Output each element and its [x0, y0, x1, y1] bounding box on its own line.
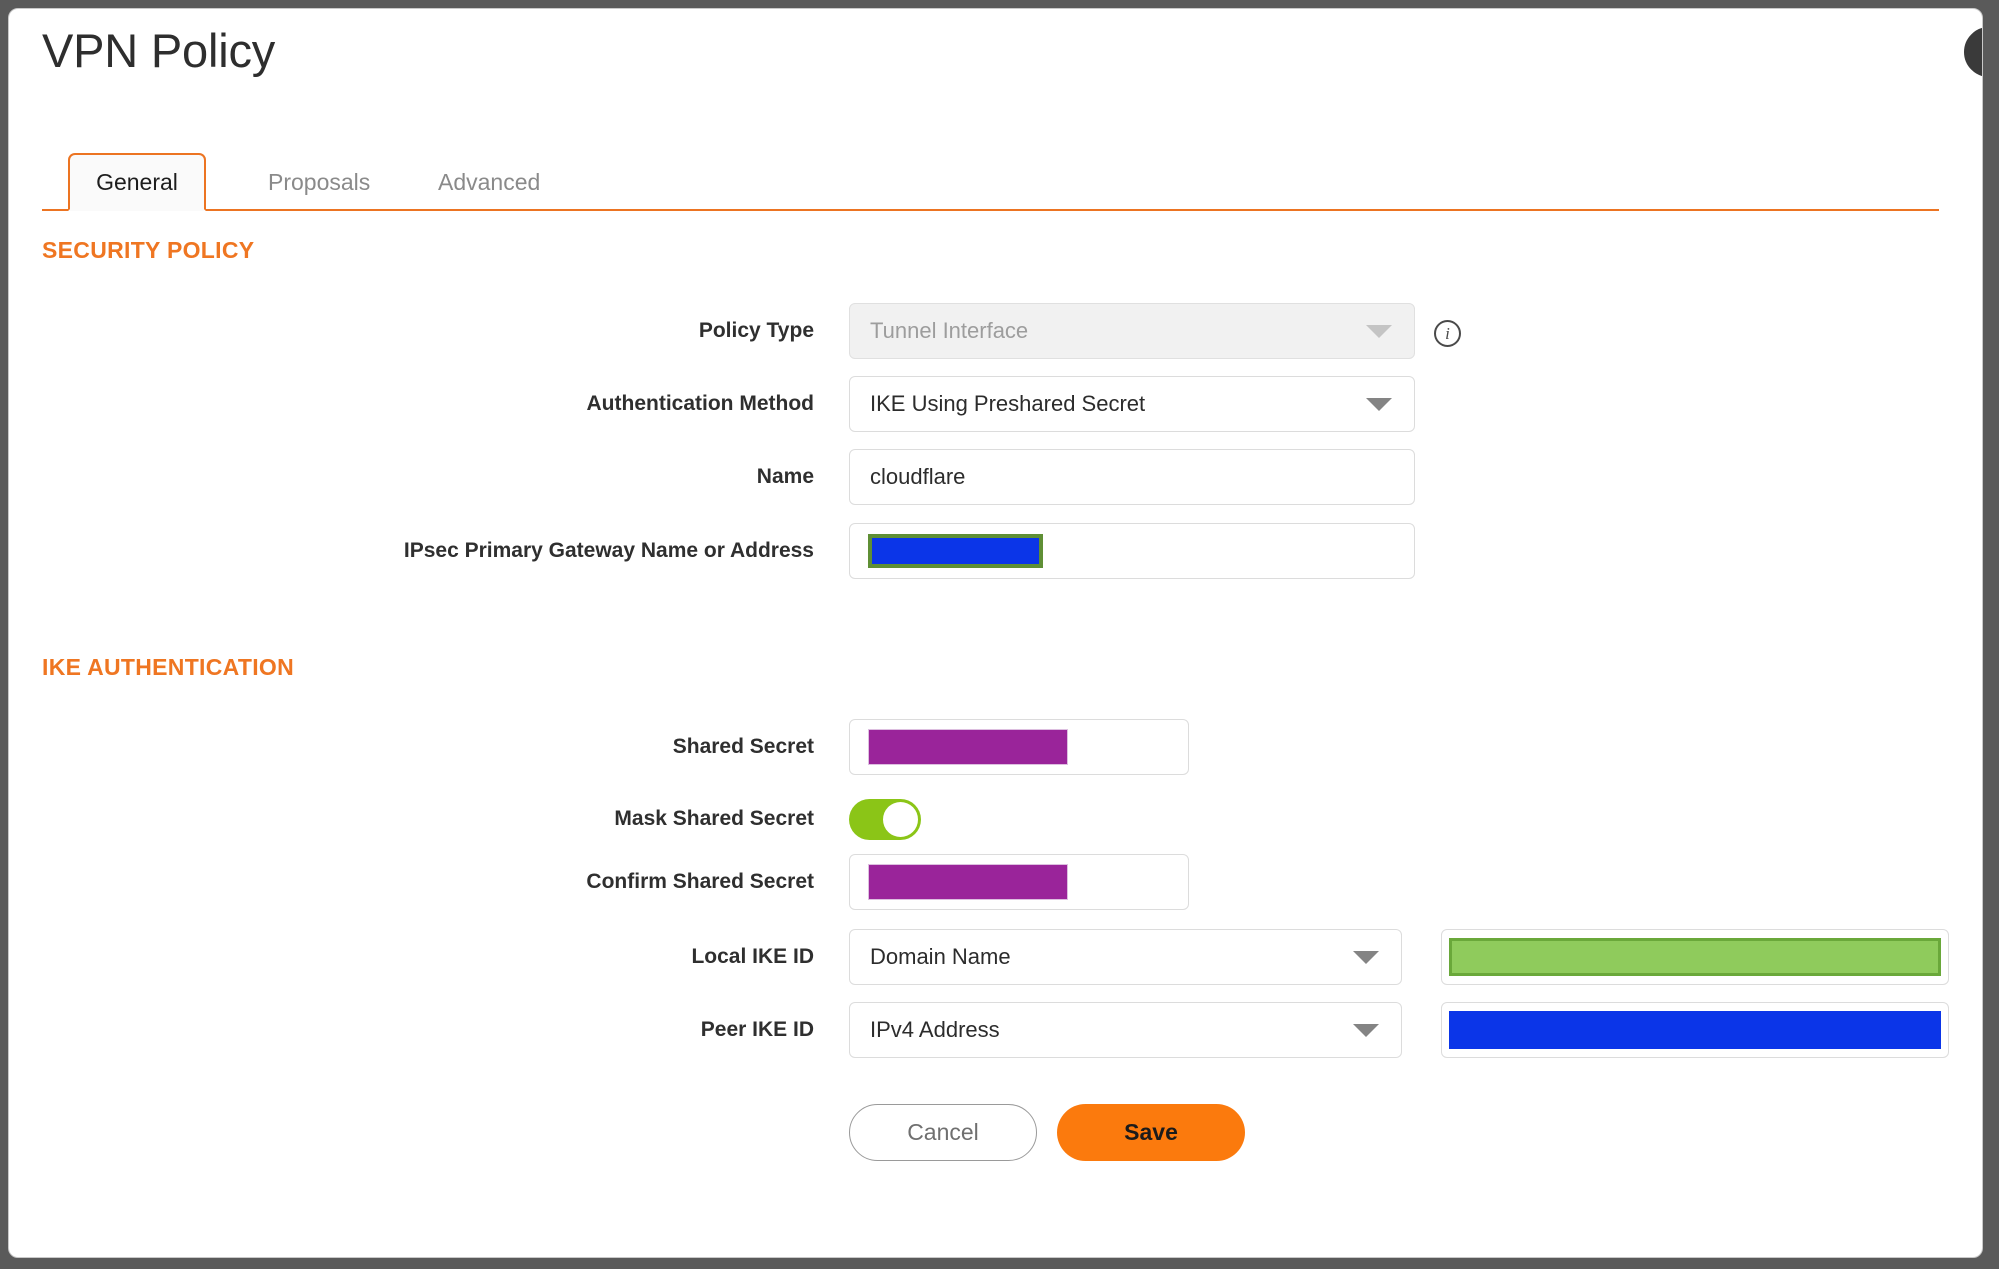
name-input[interactable]: cloudflare	[849, 449, 1415, 505]
row-local-ike-id: Local IKE ID Domain Name	[9, 929, 1982, 985]
row-name: Name cloudflare	[9, 449, 1982, 505]
row-shared-secret: Shared Secret	[9, 719, 1982, 775]
local-ike-id-select[interactable]: Domain Name	[849, 929, 1402, 985]
redaction-block-confirm-shared-secret	[868, 864, 1068, 900]
name-value: cloudflare	[870, 464, 966, 489]
row-peer-ike-id: Peer IKE ID IPv4 Address	[9, 1002, 1982, 1058]
label-ipsec-primary-gateway: IPsec Primary Gateway Name or Address	[403, 539, 814, 562]
chevron-down-icon	[1353, 1023, 1379, 1037]
redaction-block-local-ike-id	[1449, 938, 1941, 976]
row-ipsec-primary-gateway: IPsec Primary Gateway Name or Address	[9, 523, 1982, 579]
row-authentication-method: Authentication Method IKE Using Preshare…	[9, 376, 1982, 432]
row-confirm-shared-secret: Confirm Shared Secret	[9, 854, 1982, 910]
chevron-down-icon	[1366, 397, 1392, 411]
peer-ike-id-select[interactable]: IPv4 Address	[849, 1002, 1402, 1058]
peer-ike-id-value: IPv4 Address	[870, 1017, 1000, 1042]
label-authentication-method: Authentication Method	[586, 392, 814, 415]
label-name: Name	[756, 465, 814, 488]
save-button-label: Save	[1124, 1119, 1178, 1145]
local-ike-id-input[interactable]	[1441, 929, 1949, 985]
redaction-block-shared-secret	[868, 729, 1068, 765]
ipsec-primary-gateway-input[interactable]	[849, 523, 1415, 579]
tab-underline	[42, 209, 1939, 211]
row-policy-type: Policy Type Tunnel Interface	[9, 303, 1982, 359]
label-mask-shared-secret: Mask Shared Secret	[614, 807, 814, 830]
tab-general[interactable]: General	[68, 153, 206, 211]
section-heading-ike-authentication: IKE AUTHENTICATION	[42, 654, 294, 680]
tab-proposals-label: Proposals	[268, 168, 371, 195]
label-local-ike-id: Local IKE ID	[691, 945, 814, 968]
label-confirm-shared-secret: Confirm Shared Secret	[586, 870, 814, 893]
redaction-block-peer-ike-id	[1449, 1011, 1941, 1049]
row-mask-shared-secret: Mask Shared Secret	[9, 791, 1982, 847]
tab-bar: General Proposals Advanced	[42, 153, 1939, 211]
mask-shared-secret-toggle[interactable]	[849, 799, 921, 840]
cancel-button[interactable]: Cancel	[849, 1104, 1037, 1161]
local-ike-id-value: Domain Name	[870, 944, 1011, 969]
close-icon: ×	[1964, 27, 1982, 77]
save-button[interactable]: Save	[1057, 1104, 1245, 1161]
toggle-knob	[883, 802, 918, 837]
info-icon[interactable]: i	[1434, 320, 1461, 347]
tab-advanced[interactable]: Advanced	[412, 153, 566, 211]
label-peer-ike-id: Peer IKE ID	[700, 1018, 814, 1041]
tab-general-label: General	[96, 168, 178, 195]
label-shared-secret: Shared Secret	[672, 735, 814, 758]
authentication-method-value: IKE Using Preshared Secret	[870, 391, 1146, 416]
authentication-method-select[interactable]: IKE Using Preshared Secret	[849, 376, 1415, 432]
close-button[interactable]: ×	[1961, 24, 1982, 80]
confirm-shared-secret-input[interactable]	[849, 854, 1189, 910]
tab-advanced-label: Advanced	[438, 168, 541, 195]
peer-ike-id-input[interactable]	[1441, 1002, 1949, 1058]
shared-secret-input[interactable]	[849, 719, 1189, 775]
policy-type-value: Tunnel Interface	[870, 318, 1029, 343]
chevron-down-icon	[1353, 950, 1379, 964]
cancel-button-label: Cancel	[907, 1119, 979, 1145]
policy-type-select[interactable]: Tunnel Interface	[849, 303, 1415, 359]
tab-proposals[interactable]: Proposals	[242, 153, 396, 211]
label-policy-type: Policy Type	[698, 319, 814, 342]
section-heading-security-policy: SECURITY POLICY	[42, 237, 255, 263]
chevron-down-icon	[1366, 324, 1392, 338]
info-icon-glyph: i	[1445, 323, 1450, 343]
page-title: VPN Policy	[42, 24, 276, 77]
redaction-block-gateway	[868, 534, 1043, 568]
vpn-policy-dialog: VPN Policy × General Proposals Advanced …	[8, 8, 1983, 1258]
